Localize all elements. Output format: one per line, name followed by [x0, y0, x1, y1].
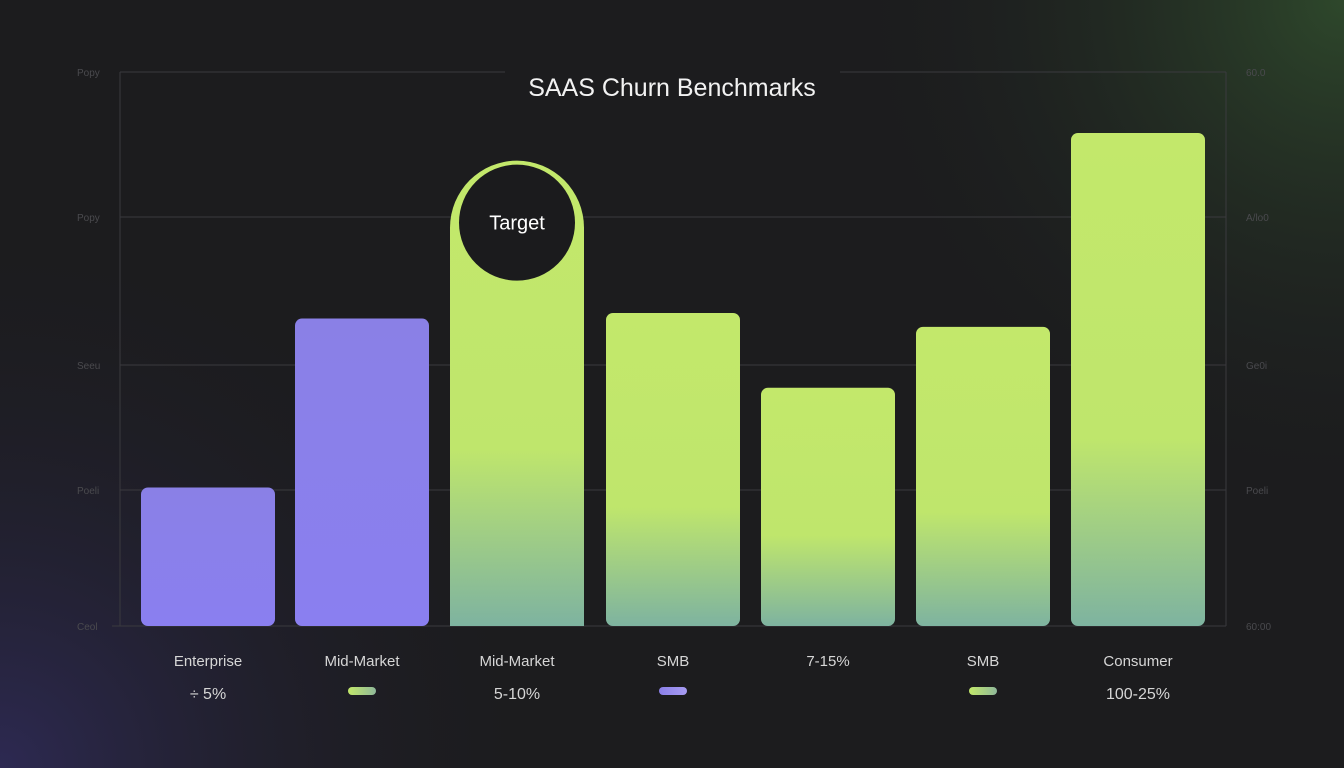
bar-7-15- [761, 387, 895, 626]
bar-enterprise [141, 487, 275, 626]
y-tick-label-left: Poeli [77, 486, 99, 497]
y-tick-label-right: Ge0i [1246, 361, 1267, 372]
x-tick-label: Consumer [1103, 653, 1172, 670]
legend-swatch [659, 687, 687, 695]
category-labels: Enterprise ÷ 5% Mid-Market Mid-Market 5-10% S… [174, 653, 1173, 703]
legend-swatch [969, 687, 997, 695]
bar-consumer [1071, 132, 1205, 626]
bar-mid-market-target [450, 160, 584, 626]
bar-mid-market [295, 318, 429, 626]
value-label: ÷ 5% [190, 686, 226, 703]
x-tick-label: Enterprise [174, 653, 242, 670]
y-tick-label-right: 60:00 [1246, 622, 1271, 633]
bar-smb [606, 312, 740, 626]
legend-swatch [348, 687, 376, 695]
bars [141, 132, 1205, 626]
chart-title: SAAS Churn Benchmarks [528, 74, 816, 102]
value-label: 100-25% [1106, 686, 1170, 703]
x-tick-label: 7-15% [806, 653, 849, 670]
y-tick-label-left: Popy [77, 213, 100, 224]
x-tick-label: Mid-Market [324, 653, 400, 670]
y-tick-label-right: Poeli [1246, 486, 1268, 497]
y-tick-label-right: A/lo0 [1246, 213, 1269, 224]
y-tick-label-left: Seeu [77, 361, 100, 372]
y-tick-label-left: Ceol [77, 622, 98, 633]
y-tick-label-right: 60.0 [1246, 68, 1266, 79]
axis-tick-labels: Ceol 60:00 Poeli Poeli Seeu Ge0i Popy A/lo0 Popy… [77, 68, 1271, 633]
x-tick-label: SMB [967, 653, 1000, 670]
value-label: 5-10% [494, 686, 540, 703]
target-marker [459, 164, 575, 281]
x-tick-label: Mid-Market [479, 653, 555, 670]
target-highlight: Target [459, 164, 575, 281]
y-tick-label-left: Popy [77, 68, 100, 79]
target-label: Target [489, 213, 545, 235]
x-tick-label: SMB [657, 653, 690, 670]
bar-smb [916, 326, 1050, 626]
